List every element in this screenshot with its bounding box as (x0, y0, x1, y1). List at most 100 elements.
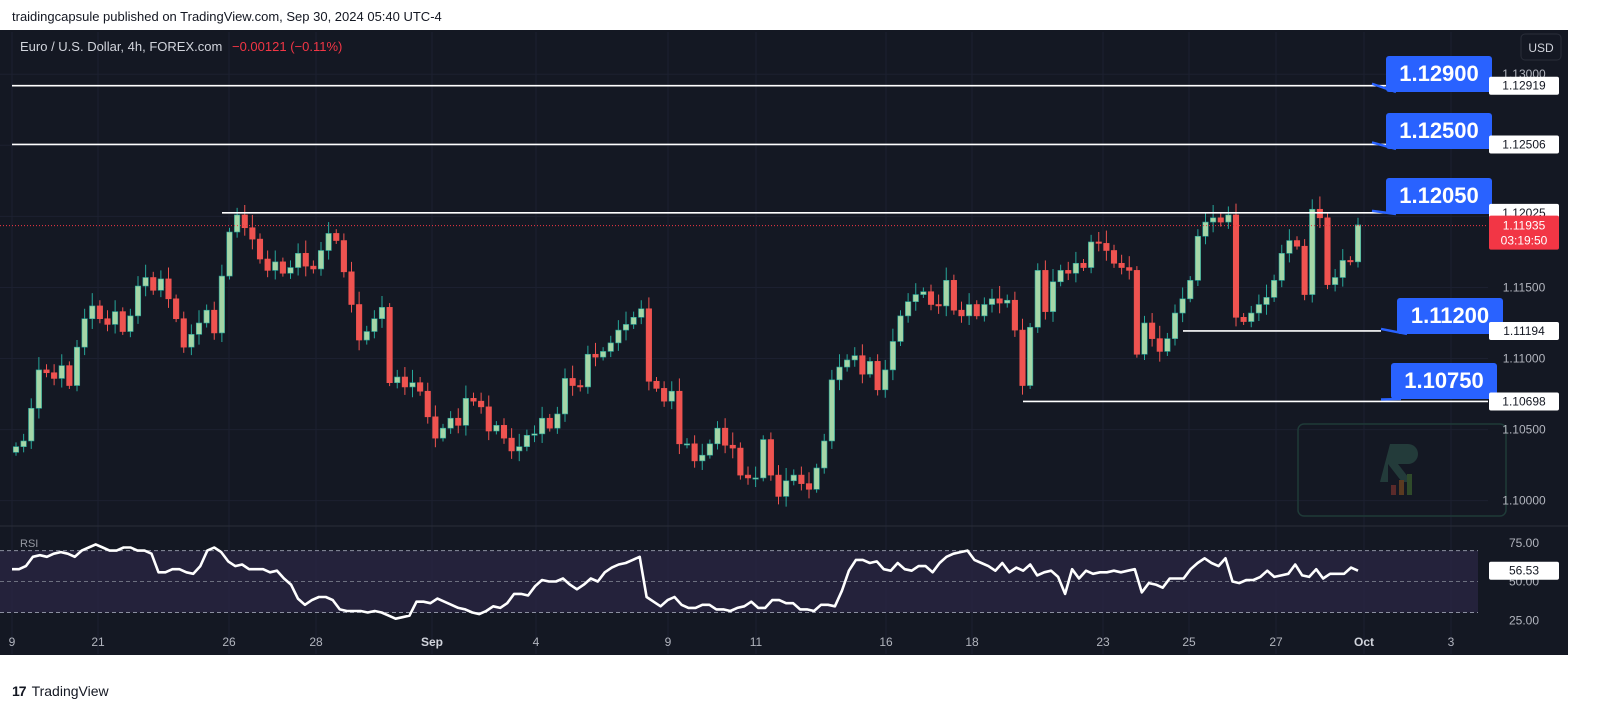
candle (173, 294, 180, 323)
candle (653, 377, 660, 392)
rsi-value-label: 56.53 (1509, 564, 1539, 578)
candle (1095, 232, 1102, 252)
candle (1004, 294, 1011, 308)
callout-label: 1.12500 (1399, 118, 1479, 143)
time-tick-label: 26 (222, 635, 236, 649)
candle (66, 361, 73, 389)
candle (195, 310, 203, 345)
candle (714, 421, 721, 450)
candle (378, 295, 386, 328)
candle (1049, 268, 1057, 322)
candle (706, 439, 713, 459)
candle (363, 325, 370, 345)
candle (439, 423, 447, 442)
candle (1271, 274, 1278, 302)
candle (1225, 206, 1232, 229)
candle (188, 324, 195, 356)
candle (645, 297, 652, 391)
currency-button[interactable] (1520, 33, 1562, 61)
price-axis[interactable]: 1.130001.115001.110001.105001.100001.129… (1489, 67, 1559, 627)
level-axis-badge (1489, 392, 1559, 411)
candle (531, 425, 538, 443)
callout-box (1386, 56, 1492, 92)
candle (988, 288, 996, 313)
currency-label: USD (1528, 41, 1554, 55)
candle (859, 344, 866, 384)
level-axis-label: 1.11194 (1503, 324, 1545, 338)
time-tick-label: 28 (309, 635, 323, 649)
candle (386, 303, 393, 387)
candle (302, 240, 309, 277)
tradingview-footer[interactable]: 17 TradingView (12, 683, 109, 699)
callout-box (1386, 113, 1492, 149)
candle (1187, 276, 1194, 303)
time-tick-label: Sep (421, 635, 443, 649)
candle (1103, 230, 1110, 261)
candle (973, 300, 980, 320)
candle (813, 463, 820, 493)
candle (1057, 264, 1064, 287)
candle (478, 392, 485, 414)
candle (569, 365, 576, 396)
level-axis-label: 1.10698 (1502, 394, 1546, 408)
candle (577, 379, 584, 392)
candle (470, 392, 477, 406)
candle (394, 369, 401, 389)
price-tick-label: 1.11000 (1503, 352, 1546, 366)
price-change: −0.00121 (−0.11%) (232, 39, 342, 54)
candle (35, 357, 42, 419)
candle (112, 300, 119, 334)
candle (1072, 251, 1079, 283)
candle (485, 395, 492, 441)
candle (348, 261, 355, 313)
time-tick-label: Oct (1354, 635, 1374, 649)
candle (1301, 239, 1308, 301)
candle (58, 354, 65, 388)
candle (805, 472, 813, 499)
candlestick-series (12, 196, 1362, 507)
candle (683, 438, 691, 449)
candle (1255, 294, 1262, 321)
grid-lines (0, 32, 1568, 654)
candle (1347, 256, 1354, 266)
candle (1149, 313, 1156, 347)
candle (226, 227, 233, 280)
candle (317, 241, 325, 276)
candle (676, 378, 683, 455)
tradingview-brand: TradingView (31, 683, 109, 699)
candle (43, 364, 50, 378)
candle (638, 300, 645, 325)
time-tick-label: 9 (9, 635, 16, 649)
time-tick-label: 25 (1182, 635, 1196, 649)
candle (89, 293, 96, 329)
chart-panel[interactable]: RSI 1.129001.125001.120501.112001.10750 … (0, 30, 1600, 664)
callout-box (1397, 298, 1503, 334)
candle (836, 354, 843, 391)
candle (737, 442, 744, 480)
candle (1110, 244, 1118, 268)
candle (417, 377, 424, 396)
candle (340, 233, 347, 278)
candle (127, 308, 134, 338)
candle (508, 428, 515, 459)
rsi-line (12, 543, 1359, 621)
candle (1339, 249, 1346, 287)
candle (866, 357, 874, 378)
candle (722, 418, 729, 454)
candle (134, 276, 142, 324)
candle (249, 214, 256, 250)
candle (1118, 254, 1125, 275)
price-tick-label: 1.10000 (1502, 494, 1546, 508)
candle (943, 267, 950, 317)
level-axis-badge (1489, 321, 1559, 340)
candle (905, 293, 912, 323)
candle (256, 233, 264, 264)
candle (851, 347, 858, 367)
candle (119, 307, 126, 335)
candle (1171, 304, 1179, 346)
candle (1293, 236, 1301, 250)
candle (699, 443, 706, 470)
candle (661, 381, 668, 407)
candle (371, 310, 378, 339)
time-axis[interactable]: 9 21 26 28 Sep 4 9 11 16 18 23 25 27 Oct 3 (9, 635, 1455, 649)
